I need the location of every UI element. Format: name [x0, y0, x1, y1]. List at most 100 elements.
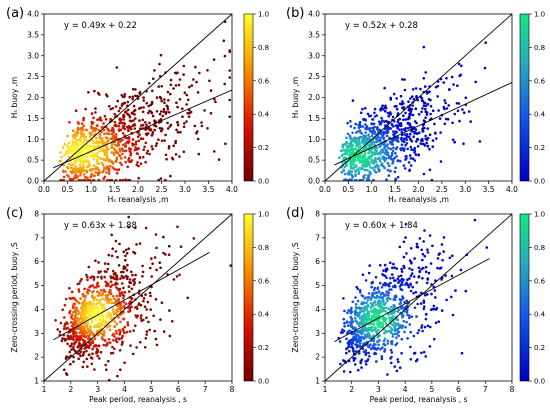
data-point [485, 246, 489, 249]
data-point [444, 274, 447, 277]
data-point [160, 99, 163, 103]
data-point [367, 292, 371, 295]
data-point [175, 128, 178, 132]
data-point [79, 173, 82, 177]
data-point [353, 316, 357, 320]
data-point [447, 88, 451, 91]
data-point [424, 107, 427, 111]
data-point [134, 88, 137, 91]
data-point [126, 140, 129, 144]
y-tick-label: 3.5 [308, 30, 320, 39]
data-point [343, 325, 346, 328]
data-point [372, 322, 376, 326]
data-point [347, 309, 350, 312]
data-point [69, 321, 73, 324]
data-point [160, 85, 163, 88]
data-point [110, 301, 114, 305]
data-point [62, 163, 66, 167]
data-point [409, 164, 413, 167]
data-point [421, 127, 424, 131]
data-point [117, 109, 121, 113]
data-point [426, 127, 430, 130]
y-tick-label: 2.0 [27, 93, 39, 102]
y-tick-label: 8 [34, 210, 39, 219]
data-point [178, 78, 182, 81]
data-point [442, 81, 446, 84]
data-point [108, 341, 112, 344]
data-point [397, 118, 400, 122]
y-tick-label: 0.0 [27, 177, 39, 186]
data-point [127, 285, 131, 289]
data-point [365, 127, 368, 131]
data-point [400, 314, 404, 317]
data-point [128, 281, 132, 285]
data-point [145, 330, 149, 333]
data-point [406, 313, 409, 317]
x-tick-label: 7 [203, 385, 208, 394]
data-point [346, 132, 350, 136]
data-point [371, 126, 374, 130]
y-tick-label: 1.0 [308, 135, 320, 144]
data-point [376, 322, 379, 326]
data-point [112, 131, 115, 134]
data-point [424, 355, 428, 358]
data-point [217, 158, 221, 161]
data-point [77, 167, 80, 170]
data-point [158, 112, 162, 116]
data-point [469, 120, 473, 123]
data-point [391, 335, 395, 338]
data-point [93, 368, 96, 371]
data-point [120, 274, 124, 278]
data-point [83, 135, 86, 139]
data-point [139, 317, 143, 320]
data-point [72, 338, 75, 342]
data-point [121, 95, 125, 99]
data-point [112, 147, 116, 150]
data-point [358, 342, 362, 345]
data-point [423, 293, 427, 297]
data-point [408, 316, 411, 320]
x-axis-label: Peak period, reanalysis , s [89, 395, 187, 404]
data-point [110, 233, 113, 237]
data-point [107, 129, 111, 132]
x-tick-label: 3.5 [483, 185, 495, 194]
data-point [428, 325, 432, 329]
data-point [111, 307, 115, 311]
data-point [437, 320, 441, 324]
data-point [115, 156, 119, 159]
data-point [345, 320, 349, 324]
data-point [188, 111, 191, 115]
data-point [423, 325, 427, 329]
data-point [104, 284, 108, 288]
data-point [135, 148, 139, 151]
data-point [127, 215, 130, 219]
data-point [400, 143, 404, 146]
data-point [91, 291, 94, 294]
y-tick-label: 6 [34, 257, 39, 266]
data-point [115, 294, 119, 298]
data-point [407, 108, 411, 112]
data-point [73, 167, 77, 170]
data-point [160, 301, 164, 305]
data-point [368, 317, 372, 321]
data-point [368, 144, 371, 147]
data-point [142, 148, 145, 151]
data-point [100, 294, 104, 297]
data-point [153, 69, 156, 72]
data-point [432, 285, 436, 289]
data-point [460, 351, 464, 355]
data-point [393, 170, 397, 173]
data-point [75, 334, 79, 337]
data-point [197, 152, 201, 156]
data-point [179, 130, 182, 134]
data-point [93, 174, 96, 177]
data-point [82, 124, 85, 128]
data-point [109, 137, 113, 140]
data-point [416, 145, 420, 148]
data-point [401, 78, 404, 81]
data-point [396, 120, 400, 124]
data-point [62, 178, 65, 181]
data-point [361, 306, 364, 310]
data-point [389, 297, 392, 301]
data-point [382, 164, 385, 168]
